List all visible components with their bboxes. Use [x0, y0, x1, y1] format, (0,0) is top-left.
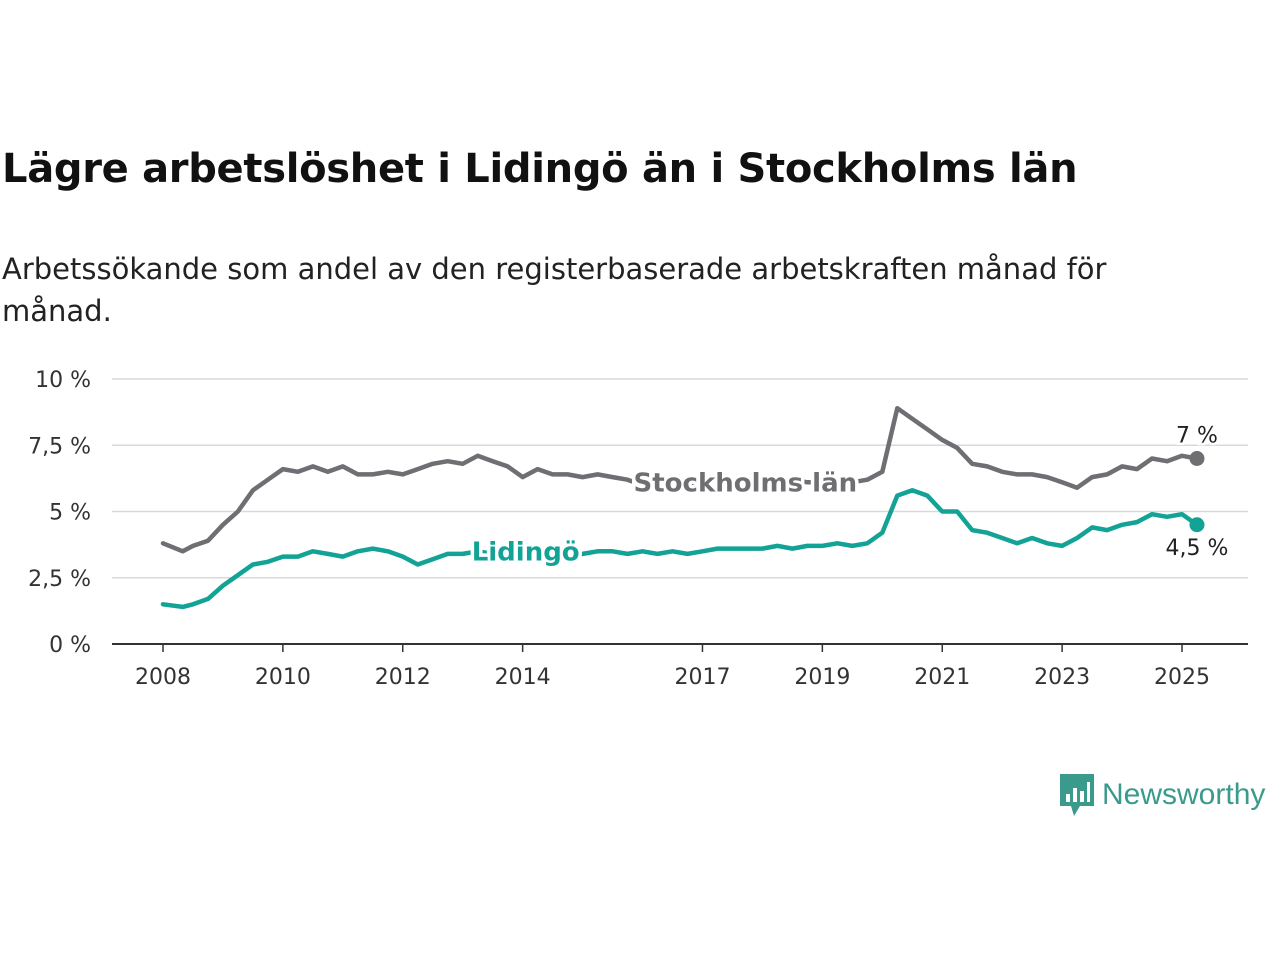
- chart-subtitle: Arbetssökande som andel av den registerb…: [2, 252, 1107, 328]
- x-tick-label: 2010: [255, 665, 311, 690]
- y-tick-label: 10 %: [35, 368, 91, 393]
- x-tick-label: 2023: [1034, 665, 1090, 690]
- y-tick-labels: 0 % 2,5 % 5 % 7,5 % 10 %: [28, 368, 91, 658]
- x-axis: 2008 2010 2012 2014 2017 2019 2021 2023 2025: [112, 643, 1248, 690]
- x-tick-label: 2021: [914, 665, 970, 690]
- series-end-point: [1189, 451, 1205, 466]
- newsworthy-logo-icon: [1060, 774, 1094, 816]
- series-line-0: [160, 405, 1200, 554]
- x-tick-label: 2014: [495, 665, 551, 690]
- grid-lines: [112, 378, 1248, 579]
- series-end-label: 4,5 %: [1166, 536, 1229, 561]
- x-tick-label: 2012: [375, 665, 431, 690]
- y-tick-label: 7,5 %: [28, 434, 91, 459]
- brand-name: Newsworthy: [1102, 778, 1266, 811]
- series-lines: [160, 405, 1205, 610]
- series-end-point: [1189, 517, 1205, 533]
- series-name-label: Lidingö: [472, 537, 580, 567]
- series-labels: Stockholms län 7 % Lidingö 4,5 %: [468, 421, 1231, 571]
- y-tick-label: 0 %: [49, 633, 91, 658]
- newsworthy-logo: Newsworthy: [1058, 772, 1265, 818]
- series-end-label: 7 %: [1176, 424, 1218, 449]
- chart-title: Lägre arbetslöshet i Lidingö än i Stockh…: [2, 146, 1078, 192]
- x-tick-label: 2008: [135, 665, 191, 690]
- x-tick-label: 2025: [1154, 665, 1210, 690]
- series-name-label: Stockholms län: [634, 468, 858, 498]
- line-chart: 0 % 2,5 % 5 % 7,5 % 10 % 2008 2010 2012 2014 201…: [28, 368, 1248, 690]
- y-tick-label: 5 %: [49, 501, 91, 526]
- x-tick-label: 2017: [674, 665, 730, 690]
- y-tick-label: 2,5 %: [28, 567, 91, 592]
- series-line-1: [160, 488, 1200, 610]
- x-tick-label: 2019: [794, 665, 850, 690]
